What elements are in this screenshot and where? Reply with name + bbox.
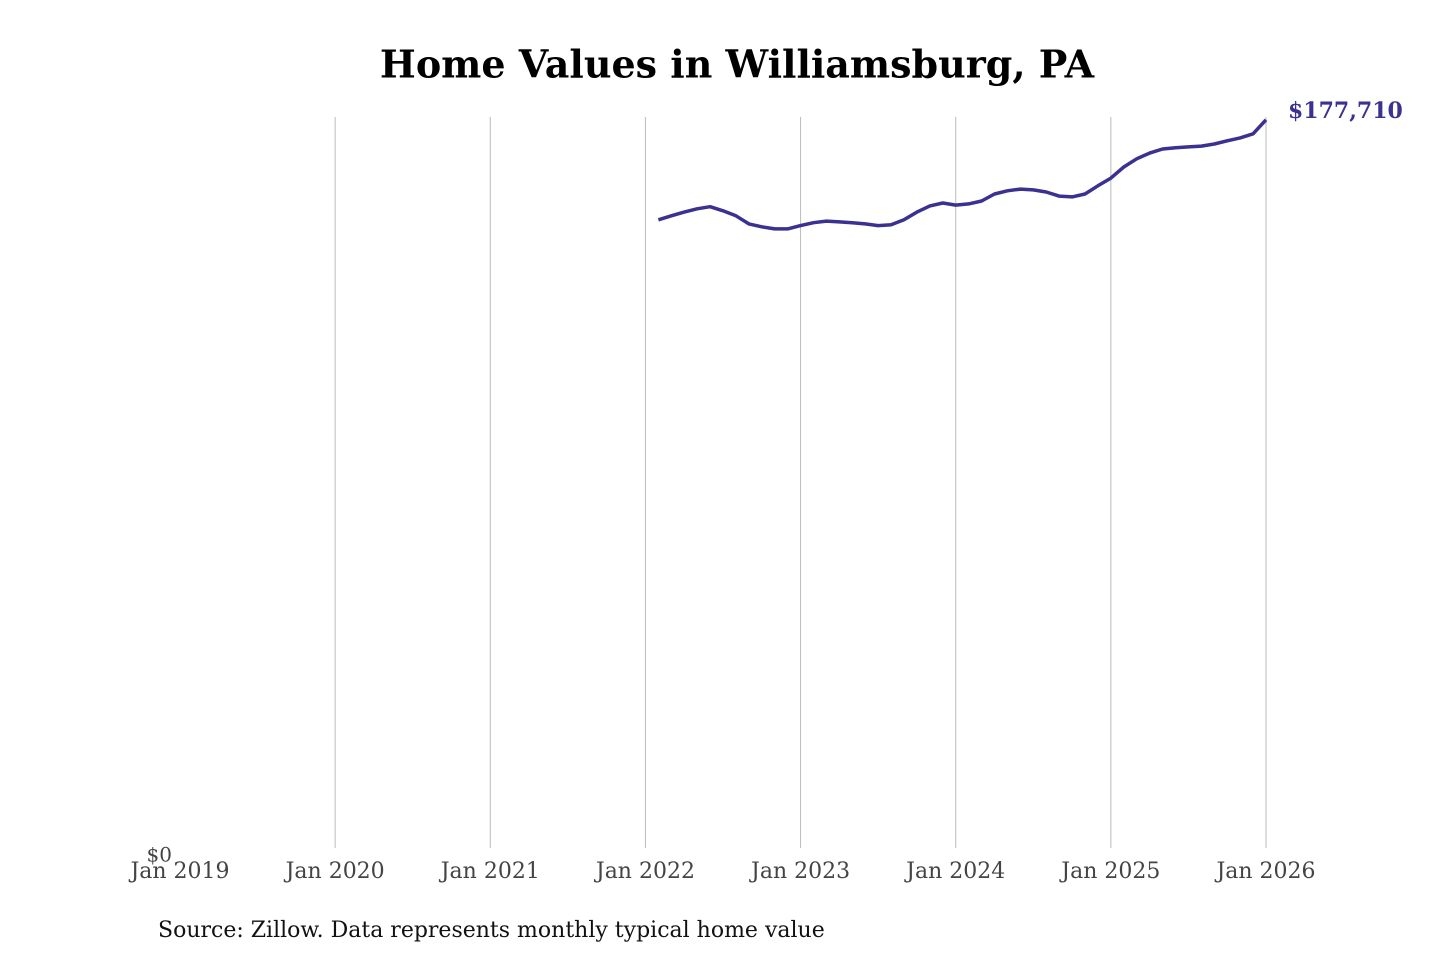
x-tick-label: Jan 2020 <box>284 859 385 884</box>
x-tick-label: Jan 2021 <box>439 859 540 884</box>
source-note: Source: Zillow. Data represents monthly … <box>158 918 825 943</box>
value-label: $177,710 <box>1288 98 1403 124</box>
y-tick-label: $0 <box>147 843 172 867</box>
x-tick-label: Jan 2026 <box>1214 859 1315 884</box>
x-tick-label: Jan 2019 <box>128 859 229 884</box>
x-tick-label: Jan 2024 <box>904 859 1005 884</box>
chart-title: Home Values in Williamsburg, PA <box>380 42 1095 87</box>
x-tick-label: Jan 2023 <box>749 859 850 884</box>
line-series <box>657 118 1268 231</box>
x-tick-label: Jan 2025 <box>1059 859 1160 884</box>
x-tick-label: Jan 2022 <box>594 859 695 884</box>
